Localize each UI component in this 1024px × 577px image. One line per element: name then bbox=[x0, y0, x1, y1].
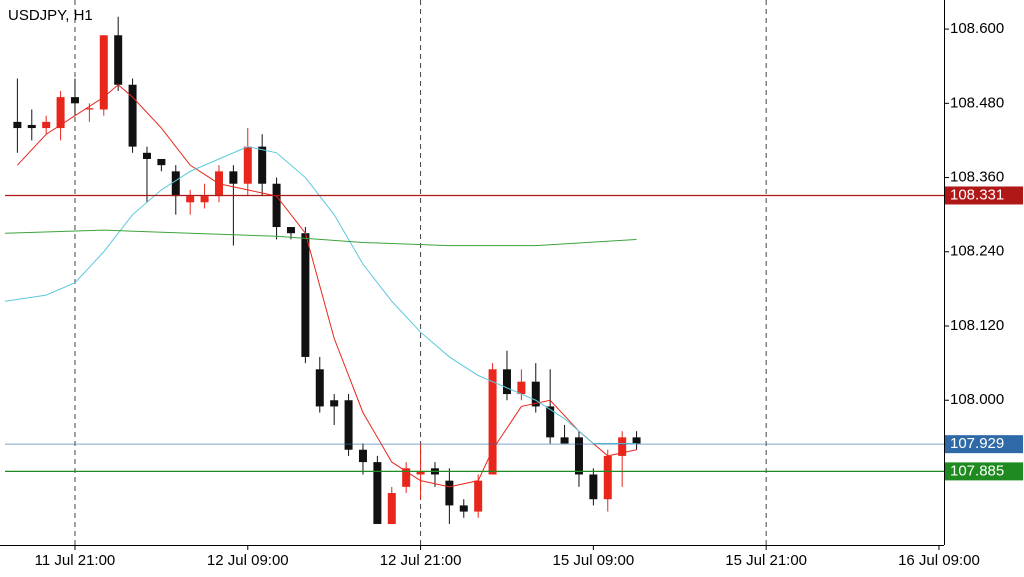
candle-body bbox=[603, 455, 612, 500]
candle-body bbox=[70, 97, 79, 104]
candle-body bbox=[502, 369, 511, 395]
candle-body bbox=[416, 471, 425, 475]
candle-body bbox=[114, 35, 123, 85]
moving-average bbox=[17, 84, 637, 488]
y-tick-label: 108.120 bbox=[950, 317, 1004, 334]
candle-body bbox=[531, 381, 540, 407]
candle-body bbox=[488, 369, 497, 475]
y-tick-label: 108.000 bbox=[950, 391, 1004, 408]
y-tick-label: 108.360 bbox=[950, 169, 1004, 186]
candle-body bbox=[330, 400, 339, 407]
candle-body bbox=[13, 121, 22, 129]
candle-body bbox=[171, 171, 180, 197]
x-tick-label: 12 Jul 09:00 bbox=[207, 552, 289, 569]
candle-body bbox=[358, 449, 367, 463]
candle-body bbox=[157, 158, 166, 166]
moving-average bbox=[4, 229, 637, 247]
candle-body bbox=[258, 146, 267, 184]
price-label-bg bbox=[945, 462, 1023, 481]
candle-body bbox=[560, 437, 569, 444]
candle-body bbox=[128, 84, 137, 147]
price-label: 108.331 bbox=[950, 186, 1004, 203]
price-label: 107.929 bbox=[950, 435, 1004, 452]
candle-body bbox=[459, 505, 468, 512]
candle-body bbox=[373, 462, 382, 524]
price-label-bg bbox=[945, 186, 1023, 205]
candle-body bbox=[27, 124, 36, 129]
chart-title: USDJPY, H1 bbox=[8, 7, 93, 24]
candle-body bbox=[387, 493, 396, 524]
candle-body bbox=[517, 381, 526, 395]
candle-body bbox=[200, 196, 209, 203]
candle-body bbox=[344, 400, 353, 450]
candle-body bbox=[286, 227, 295, 234]
candle-body bbox=[56, 97, 65, 129]
candle-body bbox=[42, 121, 51, 129]
y-tick-label: 108.480 bbox=[950, 94, 1004, 111]
candle-body bbox=[99, 35, 108, 110]
candle-body bbox=[445, 480, 454, 506]
candle-body bbox=[142, 152, 151, 159]
x-tick-label: 15 Jul 21:00 bbox=[725, 552, 807, 569]
candle-body bbox=[301, 233, 310, 357]
candle-body bbox=[243, 146, 252, 184]
candle-body bbox=[315, 369, 324, 407]
x-tick-label: 15 Jul 09:00 bbox=[553, 552, 635, 569]
y-tick-label: 108.240 bbox=[950, 243, 1004, 260]
candle-body bbox=[546, 406, 555, 438]
candle-body bbox=[574, 437, 583, 475]
candle-body bbox=[186, 196, 195, 203]
candle-body bbox=[632, 437, 641, 444]
y-tick-label: 108.600 bbox=[950, 20, 1004, 37]
x-tick-label: 11 Jul 21:00 bbox=[35, 552, 116, 569]
candle-body bbox=[618, 437, 627, 456]
x-tick-label: 16 Jul 09:00 bbox=[898, 552, 980, 569]
candle-body bbox=[589, 474, 598, 500]
price-label: 107.885 bbox=[950, 462, 1004, 479]
candle-body bbox=[272, 183, 281, 228]
candle-body bbox=[474, 480, 483, 512]
plot bbox=[4, 16, 944, 524]
moving-average bbox=[4, 146, 637, 445]
x-tick-label: 12 Jul 21:00 bbox=[380, 552, 462, 569]
price-label-bg bbox=[945, 435, 1023, 454]
candle-body bbox=[229, 171, 238, 184]
candle-body bbox=[85, 108, 94, 110]
candle-body bbox=[402, 468, 411, 487]
